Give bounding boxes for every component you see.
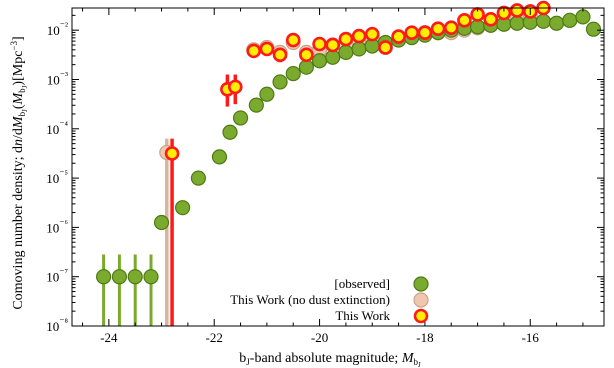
- observed-marker: [548, 15, 565, 31]
- this_work-marker: [364, 26, 380, 42]
- observed-marker: [272, 74, 288, 90]
- observed-marker: [469, 19, 486, 35]
- legend-label-observed: [observed]: [334, 276, 390, 291]
- observed-marker: [585, 21, 602, 37]
- observed-marker: [575, 9, 591, 25]
- observed-marker: [248, 97, 264, 113]
- observed-marker: [143, 269, 159, 285]
- observed-marker: [96, 269, 112, 285]
- y-axis-label: Comoving number density; dn/dMbJ(MbJ)[Mp…: [9, 36, 29, 309]
- y-tick-label: 10⁻⁵: [46, 169, 68, 186]
- observed-marker: [311, 53, 328, 69]
- legend-marker-observed: [413, 276, 429, 292]
- svg-text:Comoving number density; dn/dM: Comoving number density; dn/dMbJ(MbJ)[Mp…: [9, 36, 29, 309]
- this_work-marker: [164, 146, 180, 161]
- observed-marker: [111, 269, 128, 285]
- legend: [observed]This Work (no dust extinction)…: [230, 276, 429, 324]
- legend-marker-this_work: [413, 308, 429, 324]
- observed-marker: [153, 214, 170, 231]
- this_work-marker: [391, 29, 406, 44]
- observed-marker: [325, 49, 341, 65]
- this_work-marker: [351, 28, 367, 44]
- observed-marker: [338, 44, 354, 60]
- observed-marker: [175, 200, 191, 216]
- x-tick-label: -16: [522, 330, 540, 345]
- y-tick-label: 10⁻⁶: [46, 218, 68, 235]
- x-tick-label: -24: [100, 330, 118, 345]
- this_work-marker: [417, 25, 433, 40]
- this_work-marker: [285, 32, 301, 48]
- this_work-marker: [259, 41, 275, 57]
- observed-marker: [232, 110, 249, 126]
- observed-marker: [259, 86, 275, 102]
- observed-marker: [298, 59, 314, 75]
- x-tick-label: -22: [206, 330, 223, 345]
- this_work-marker: [299, 47, 314, 63]
- x-tick-label: -20: [311, 330, 328, 345]
- this_work-marker: [246, 43, 262, 59]
- observed-marker: [211, 149, 228, 165]
- y-tick-label: 10⁻²: [47, 21, 68, 38]
- this_work-marker: [272, 47, 288, 63]
- this_work-marker: [457, 13, 472, 28]
- legend-label-nodust: This Work (no dust extinction): [230, 292, 390, 307]
- x-tick-label: -18: [416, 330, 433, 345]
- observed-marker: [222, 124, 238, 140]
- observed-marker: [190, 170, 207, 186]
- y-tick-label: 10⁻⁸: [46, 317, 68, 334]
- observed-marker: [127, 269, 143, 285]
- this_work-marker: [325, 37, 341, 53]
- legend-label-this_work: This Work: [335, 308, 390, 323]
- plot-frame: [71, 7, 605, 327]
- observed-marker: [509, 15, 525, 31]
- this_work-marker: [404, 25, 420, 40]
- observed-marker: [351, 41, 367, 57]
- y-tick-label: 10⁻⁴: [46, 120, 68, 137]
- y-tick-label: 10⁻⁷: [46, 268, 68, 285]
- this_work-marker: [378, 40, 393, 55]
- svg-text:bJ-band absolute magnitude; Mb: bJ-band absolute magnitude; MbJ: [239, 351, 421, 368]
- observed-marker: [562, 12, 578, 28]
- observed-marker: [535, 13, 552, 29]
- this_work-marker: [509, 3, 525, 18]
- this_work-marker: [483, 12, 499, 27]
- y-tick-label: 10⁻³: [47, 70, 68, 87]
- this_work-marker: [430, 21, 446, 37]
- this_work-marker: [496, 5, 512, 21]
- this_work-marker: [312, 36, 327, 52]
- this_work-marker: [443, 20, 459, 36]
- legend-marker-nodust: [413, 292, 429, 308]
- this_work-marker: [227, 79, 243, 95]
- this_work-marker: [338, 31, 354, 47]
- x-axis-label: bJ-band absolute magnitude; MbJ: [239, 351, 421, 368]
- observed-marker: [285, 65, 301, 82]
